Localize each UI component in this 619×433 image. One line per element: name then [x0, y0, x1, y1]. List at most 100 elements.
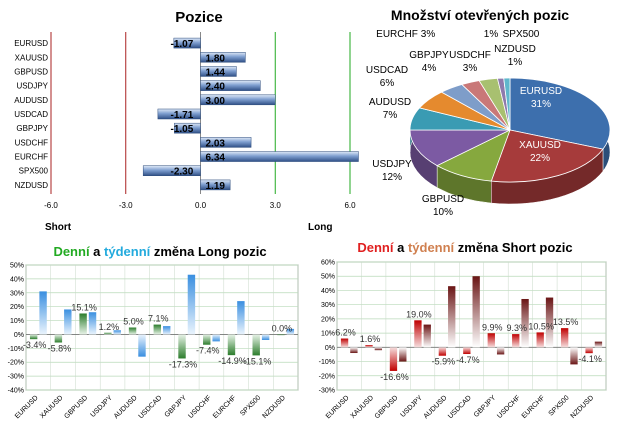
weekly-bar [594, 341, 603, 348]
positions-x-tick: 0.0 [195, 201, 207, 210]
position-bar [200, 151, 359, 162]
pie-slice [409, 129, 511, 167]
data-label: 0.0% [272, 323, 293, 333]
long-title-weekly: týdenní [104, 244, 151, 259]
daily-bar [340, 338, 349, 348]
y-tick-label: 50% [10, 263, 24, 270]
weekly-bar [237, 301, 245, 335]
daily-bar [203, 334, 211, 345]
positions-chart: Pozice EURUSD XAUUSD GBPUSD USDJPY AUDUSD USD… [14, 9, 359, 233]
category-label: GBPUSD [374, 394, 400, 420]
pie-label-value: 3% [463, 63, 478, 74]
data-label: -15.1% [243, 356, 272, 366]
daily-bar [512, 334, 520, 348]
data-label: 9.3% [506, 323, 527, 333]
positions-x-ticks: -6.0 -3.0 0.0 3.0 6.0 [44, 201, 356, 210]
positions-bars [142, 37, 359, 191]
category-label: USDCHF [496, 394, 522, 420]
weekly-bar [521, 298, 529, 348]
data-label: 15.1% [71, 302, 97, 312]
data-label: -4.1% [578, 354, 602, 364]
position-value-label: -2.30 [171, 167, 194, 178]
daily-bar [463, 347, 471, 355]
positions-x-tick: 6.0 [344, 201, 356, 210]
data-label: -14.9% [218, 356, 247, 366]
y-tick-label: -40% [8, 388, 24, 395]
category-label: USDCHF [187, 394, 213, 420]
weekly-bar [570, 347, 578, 365]
long-title-rest: změna Long pozic [150, 244, 266, 259]
data-label: 13.5% [553, 317, 579, 327]
y-tick-label: 20% [321, 316, 335, 323]
weekly-bar [261, 334, 270, 340]
short-change-chart: Denní a týdenní změna Short pozic -30% -2… [319, 240, 607, 420]
category-label: GBPUSD [63, 394, 89, 420]
data-label: -5.8% [48, 344, 72, 354]
position-category-label: USDCAD [14, 110, 48, 119]
data-label: 1.2% [99, 322, 120, 332]
data-label: -4.7% [456, 355, 480, 365]
position-value-label: -1.05 [171, 124, 194, 135]
category-label: SPX500 [239, 394, 262, 417]
position-bar [157, 108, 201, 120]
y-tick-label: -20% [8, 360, 24, 367]
position-value-label: 2.03 [206, 138, 226, 149]
position-value-label: -1.71 [171, 110, 194, 121]
pie-label-value: 22% [530, 153, 550, 164]
daily-bar [414, 320, 422, 348]
data-label: -17.3% [169, 359, 198, 369]
long-label: Long [308, 222, 332, 233]
short-label: Short [45, 222, 72, 233]
pie-label-value: 1% [484, 29, 499, 40]
category-label: AUDUSD [113, 394, 139, 420]
daily-bar [585, 347, 593, 354]
pie-label-name: USDCHF [449, 50, 491, 61]
position-value-label: 3.00 [206, 96, 226, 107]
position-bar [200, 94, 276, 106]
daily-bar [153, 324, 161, 335]
pie-label-name: USDJPY [372, 159, 412, 170]
position-value-label: 1.44 [206, 67, 226, 78]
position-bar [173, 37, 201, 49]
positions-x-tick: 3.0 [270, 201, 282, 210]
pie-title: Množství otevřených pozic [391, 7, 569, 23]
plot-area [336, 261, 607, 391]
positions-x-tick: -6.0 [44, 201, 58, 210]
y-tick-label: 60% [321, 260, 335, 267]
category-label: NZDUSD [570, 394, 596, 420]
pie-label-name: EURCHF [376, 29, 418, 40]
category-label: AUDUSD [423, 394, 449, 420]
category-label: EURCHF [521, 394, 547, 420]
category-label: NZDUSD [261, 394, 287, 420]
pie-label-name: GBPUSD [422, 194, 464, 205]
position-category-label: SPX500 [19, 167, 49, 176]
weekly-bar [113, 330, 121, 335]
position-category-label: XAUUSD [15, 53, 49, 62]
pie-labels: EURUSD 31% XAUUSD 22% GBPUSD 10% USDJPY 12% AUDU… [366, 29, 562, 218]
y-tick-label: 30% [10, 290, 24, 297]
position-category-label: AUDUSD [14, 96, 48, 105]
position-bar [174, 122, 201, 134]
category-label: EURUSD [14, 394, 40, 420]
weekly-bar [39, 291, 47, 335]
y-tick-label: 10% [10, 318, 24, 325]
position-bar [200, 137, 252, 148]
weekly-bar [163, 326, 171, 335]
category-label: GBPJPY [164, 394, 189, 419]
pie-label-value: 31% [531, 99, 551, 110]
short-change-plot: -30% -20% -10% 0% 10% 20% 30% 40% 50% 60% 6.2% EURU… [319, 260, 607, 420]
pie-slice [503, 77, 511, 131]
data-label: -16.6% [380, 372, 409, 382]
weekly-bar [212, 334, 220, 342]
y-tick-label: 20% [10, 304, 24, 311]
data-label: 5.0% [123, 317, 144, 327]
positions-x-tick: -3.0 [119, 201, 133, 210]
pie-label-name: XAUUSD [519, 140, 561, 151]
position-category-label: GBPJPY [16, 124, 48, 133]
pie-label-name: AUDUSD [369, 97, 411, 108]
daily-bar [365, 345, 373, 348]
weekly-bar [350, 347, 358, 354]
weekly-bar [88, 312, 97, 335]
